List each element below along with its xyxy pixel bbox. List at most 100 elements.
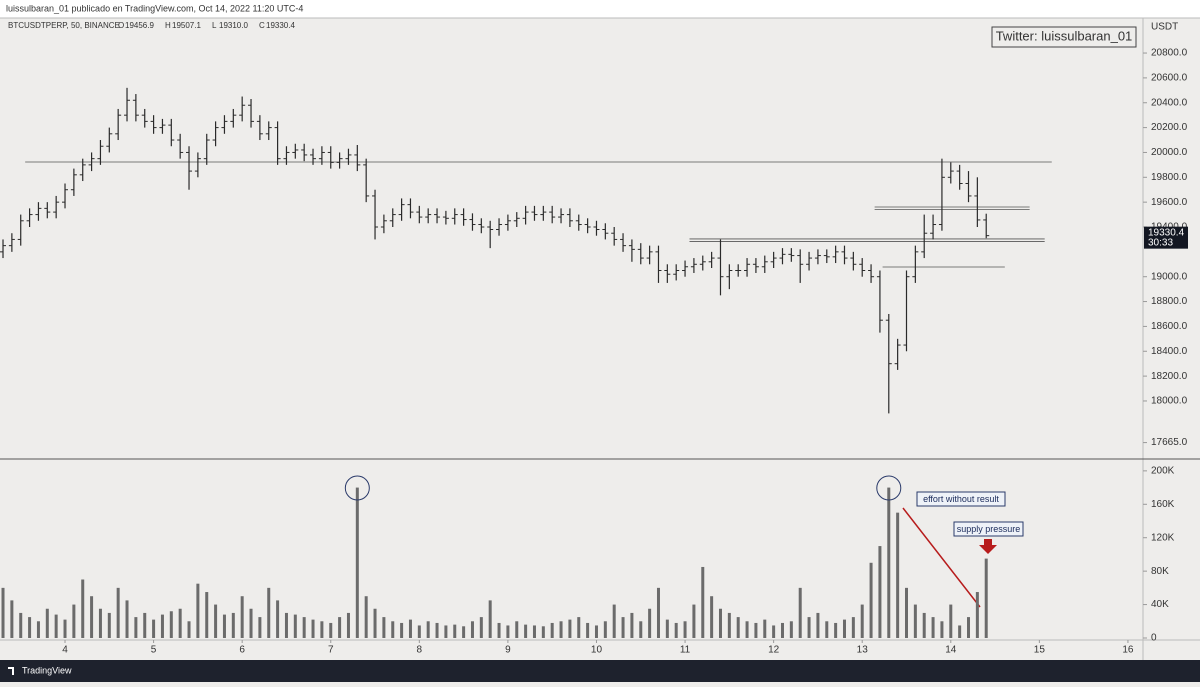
volume-bar xyxy=(417,625,421,638)
volume-bar xyxy=(887,487,891,638)
volume-bar xyxy=(807,617,811,638)
currency: USDT xyxy=(1151,22,1178,33)
volume-bar xyxy=(710,596,714,638)
volume-bar xyxy=(205,592,209,638)
volume-bar xyxy=(842,619,846,638)
legend-key: O xyxy=(118,21,124,30)
volume-bar xyxy=(391,621,395,638)
volume-bar xyxy=(488,600,492,638)
volume-bar xyxy=(435,622,439,638)
annotation-line xyxy=(902,507,981,608)
header-bar xyxy=(0,0,1200,18)
volume-bar xyxy=(639,621,643,638)
volume-bar xyxy=(825,621,829,638)
volume-bar xyxy=(621,617,625,638)
volume-bar xyxy=(54,614,58,638)
y-tick-label: 20200.0 xyxy=(1151,122,1188,133)
volume-bar xyxy=(984,558,988,638)
volume-bar xyxy=(470,621,474,638)
volume-circle xyxy=(344,475,370,501)
volume-bar xyxy=(81,579,85,638)
volume-bar xyxy=(19,612,23,638)
volume-bar xyxy=(178,608,182,638)
volume-bar xyxy=(913,604,917,638)
legend-key: C xyxy=(259,21,265,30)
y-tick-label: 17665.0 xyxy=(1151,437,1188,448)
volume-bar xyxy=(231,612,235,638)
y-tick-label: 18400.0 xyxy=(1151,346,1188,357)
volume-bar xyxy=(267,587,271,638)
x-tick-label: 10 xyxy=(591,645,603,656)
volume-bar xyxy=(214,604,218,638)
volume-bar xyxy=(896,512,900,638)
volume-bar xyxy=(28,617,32,638)
volume-bar xyxy=(196,583,200,638)
volume-bar xyxy=(382,617,386,638)
volume-bar xyxy=(240,596,244,638)
watermark: Twitter: luissulbaran_01 xyxy=(996,28,1133,43)
volume-bar xyxy=(45,608,49,638)
volume-bar xyxy=(462,626,466,638)
volume-bar xyxy=(506,625,510,638)
volume-bar xyxy=(727,612,731,638)
volume-bar xyxy=(904,587,908,638)
volume-bar xyxy=(143,612,147,638)
volume-bar xyxy=(284,612,288,638)
volume-bar xyxy=(851,617,855,638)
volume-bar xyxy=(603,621,607,638)
volume-bar xyxy=(116,587,120,638)
legend-value: 19456.9 xyxy=(125,21,154,30)
volume-bar xyxy=(674,622,678,638)
volume-bar xyxy=(967,617,971,638)
volume-bar xyxy=(860,604,864,638)
volume-bar xyxy=(36,621,40,638)
volume-bar xyxy=(497,622,501,638)
volume-bar xyxy=(408,619,412,638)
volume-bar xyxy=(90,596,94,638)
annotation-arrow xyxy=(979,539,997,554)
y2-tick-label: 120K xyxy=(1151,532,1175,543)
volume-bar xyxy=(515,621,519,638)
watermark-box xyxy=(991,26,1137,48)
symbol: BTCUSDTPERP, 50, BINANCE xyxy=(8,21,120,30)
volume-bar xyxy=(63,619,67,638)
footer-bar xyxy=(0,660,1200,682)
footer-logo xyxy=(8,667,14,675)
volume-bar xyxy=(338,617,342,638)
volume-bar xyxy=(683,621,687,638)
volume-bar xyxy=(72,604,76,638)
volume-bar xyxy=(524,624,528,638)
volume-bar xyxy=(400,622,404,638)
volume-bar xyxy=(541,626,545,638)
last-price-box xyxy=(1144,226,1188,249)
annotation-box xyxy=(916,491,1006,507)
volume-bar xyxy=(745,621,749,638)
volume-bar xyxy=(772,625,776,638)
volume-bar xyxy=(949,604,953,638)
volume-bar xyxy=(834,622,838,638)
annotation: supply pressure xyxy=(957,524,1021,534)
volume-bar xyxy=(577,617,581,638)
y-tick-label: 19000.0 xyxy=(1151,271,1188,282)
volume-bar xyxy=(293,614,297,638)
y-tick-label: 20000.0 xyxy=(1151,147,1188,158)
legend-value: 19310.0 xyxy=(219,21,248,30)
y2-tick-label: 80K xyxy=(1151,566,1169,577)
volume-bar xyxy=(222,614,226,638)
volume-bar xyxy=(736,617,740,638)
y2-tick-label: 160K xyxy=(1151,499,1175,510)
volume-bar xyxy=(816,612,820,638)
volume-bar xyxy=(453,624,457,638)
y-tick-label: 18600.0 xyxy=(1151,321,1188,332)
y-tick-label: 19800.0 xyxy=(1151,172,1188,183)
volume-bar xyxy=(648,608,652,638)
volume-bar xyxy=(931,617,935,638)
y-tick-label: 19600.0 xyxy=(1151,197,1188,208)
volume-bar xyxy=(869,562,873,638)
volume-bar xyxy=(559,621,563,638)
volume-bar xyxy=(444,625,448,638)
volume-bar xyxy=(665,619,669,638)
volume-bar xyxy=(107,612,111,638)
